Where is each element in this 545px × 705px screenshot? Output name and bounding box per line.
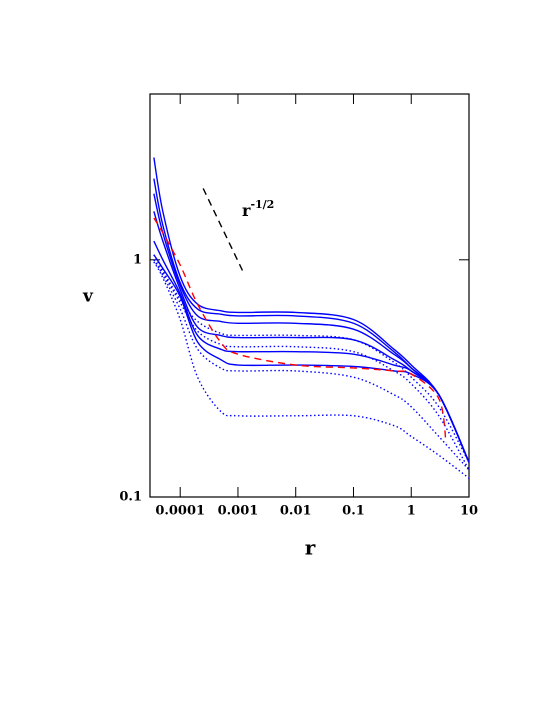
x-tick-label: 0.0001 — [155, 504, 205, 519]
annotation-exponent: -1/2 — [250, 198, 274, 211]
annotation: r-1/2 — [242, 198, 274, 220]
plot-frame — [149, 93, 470, 498]
series-line — [153, 193, 470, 463]
series-line — [153, 211, 470, 463]
series-line — [153, 178, 470, 463]
x-axis-label: r — [305, 536, 316, 560]
y-axis-label: v — [82, 287, 94, 307]
annotation-base: r — [242, 201, 251, 220]
y-tick-label: 0.1 — [119, 490, 142, 505]
x-tick-label: 0.1 — [342, 504, 365, 519]
series-line — [153, 261, 470, 479]
y-tick-label: 1 — [133, 252, 142, 267]
x-tick-label: 0.001 — [218, 504, 259, 519]
series-line — [153, 240, 470, 463]
series-line — [202, 188, 244, 271]
x-tick-label: 10 — [460, 504, 478, 519]
x-tick-label: 1 — [407, 504, 416, 519]
series-line — [153, 217, 447, 443]
series-line — [153, 259, 470, 471]
series-line — [153, 157, 470, 463]
series-line — [153, 254, 470, 463]
series-line — [153, 254, 470, 463]
x-tick-label: 0.01 — [280, 504, 312, 519]
